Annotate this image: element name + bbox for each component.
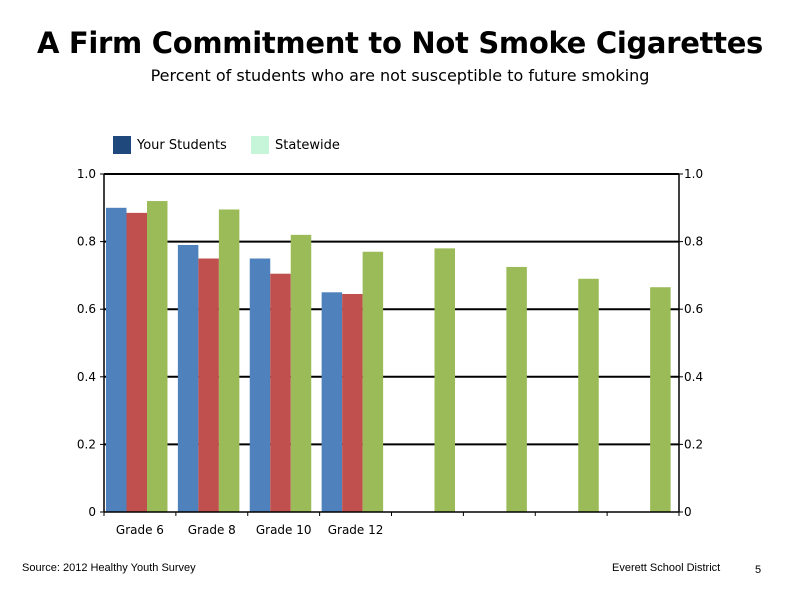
bar [106,207,127,513]
x-tick-label: Grade 6 [116,523,164,537]
district-name: Everett School District [612,562,721,574]
x-tick-label: Grade 10 [256,523,312,537]
bar [506,266,527,512]
page-number: 5 [755,564,762,576]
y-tick-label: 0.4 [77,370,96,384]
y2-tick-label: 0.8 [684,235,703,249]
bar [126,212,147,512]
bar [362,251,384,513]
legend-label-your-students: Your Students [137,137,227,153]
y2-tick-label: 0 [684,505,692,519]
y-tick-label: 0.8 [77,235,96,249]
bar [321,292,343,512]
bar [578,278,599,512]
bar [218,209,240,513]
bar [270,273,291,512]
y2-tick-label: 0.6 [684,302,703,316]
y2-tick-label: 0.4 [684,370,703,384]
x-tick-label: Grade 8 [188,523,236,537]
bar [249,258,271,512]
source-note: Source: 2012 Healthy Youth Survey [22,562,196,574]
y-tick-label: 1.0 [77,167,96,181]
chart-subtitle: Percent of students who are not suscepti… [150,66,650,85]
y-tick-label: 0.6 [77,302,96,316]
bar [198,258,219,512]
bar [434,248,455,513]
bar [290,234,312,512]
y2-tick-label: 1.0 [684,167,703,181]
chart-title: A Firm Commitment to Not Smoke Cigarette… [36,26,764,60]
legend-label-statewide: Statewide [275,137,340,153]
x-tick-label: Grade 12 [328,523,384,537]
legend-swatch-your-students [113,136,131,154]
y-tick-label: 0 [88,505,96,519]
legend-swatch-statewide [251,136,269,154]
y2-tick-label: 0.2 [684,437,703,451]
legend-item-your-students: Your Students [113,136,227,154]
bar [177,244,199,513]
y-tick-label: 0.2 [77,437,96,451]
legend-item-statewide: Statewide [251,136,340,154]
bar [342,293,363,512]
bar [650,287,671,512]
bar [147,201,168,513]
